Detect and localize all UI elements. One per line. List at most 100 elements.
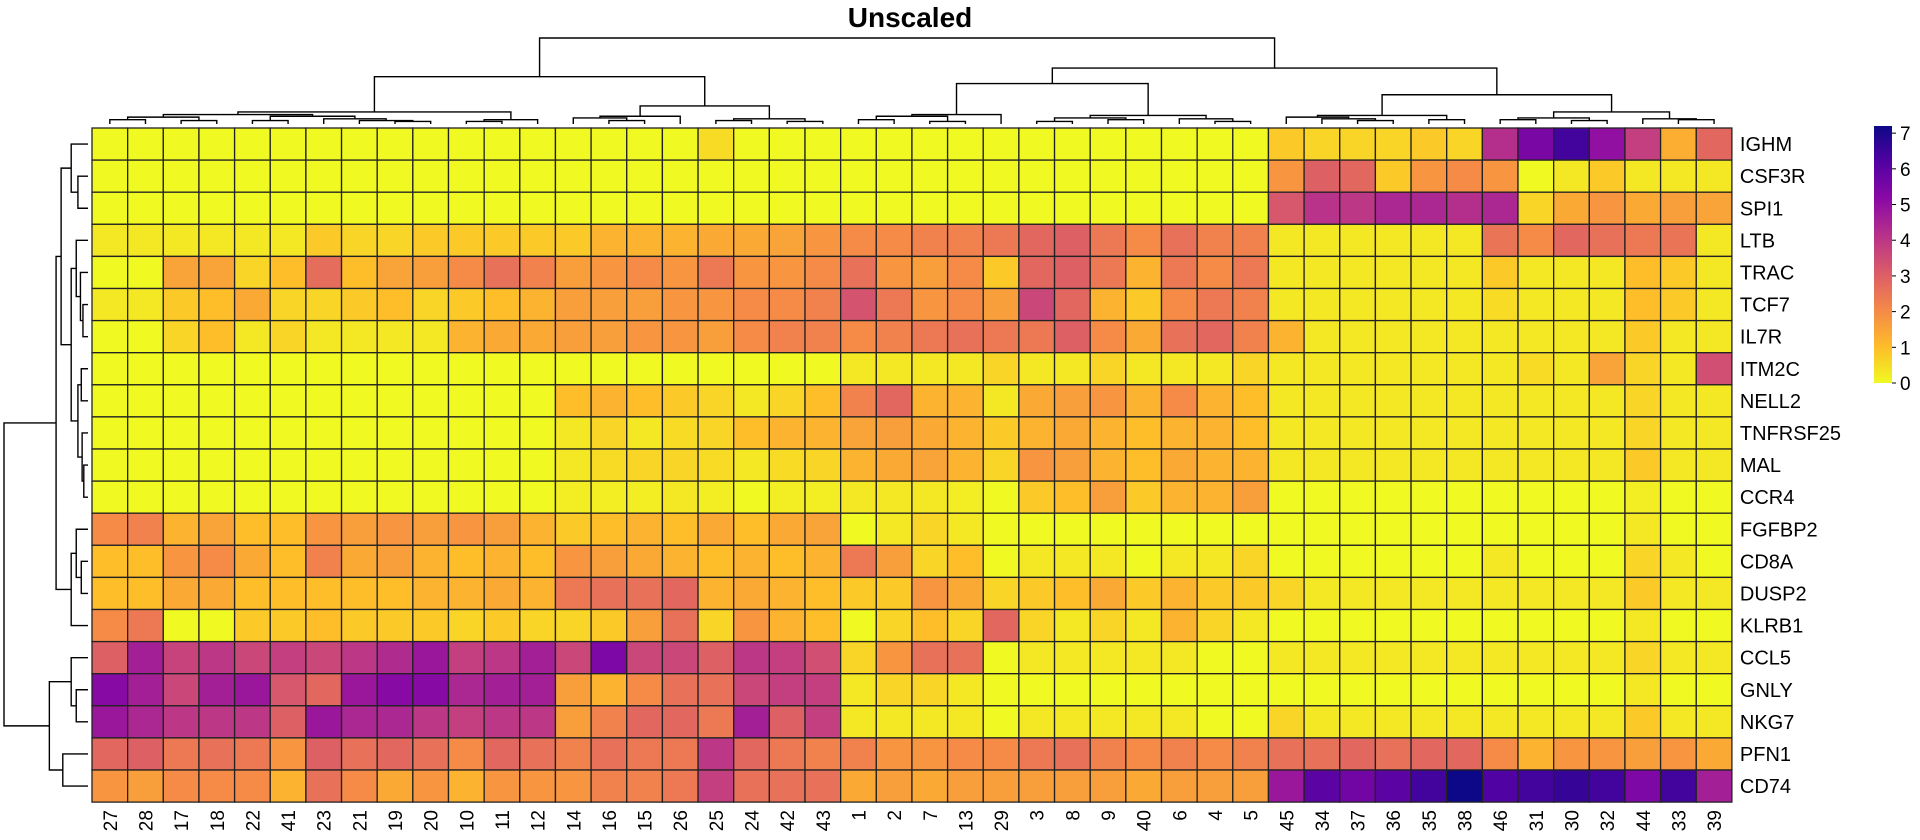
heatmap-cell	[1410, 737, 1448, 771]
heatmap-cell	[1588, 640, 1626, 675]
heatmap-cell	[1160, 255, 1198, 290]
heatmap-cell	[1624, 576, 1662, 611]
heatmap-cell	[127, 737, 164, 771]
heatmap-cell	[1089, 480, 1127, 514]
dendrogram-branch	[1321, 118, 1377, 124]
heatmap-cell	[768, 576, 806, 611]
dendrogram-branch	[1107, 119, 1145, 124]
heatmap-cell	[733, 352, 771, 386]
heatmap-cell	[305, 255, 343, 290]
heatmap-cell	[447, 191, 485, 225]
heatmap-cell	[1018, 480, 1056, 514]
heatmap-cell	[198, 319, 236, 354]
heatmap-cell	[554, 223, 592, 258]
heatmap-cell	[1339, 416, 1377, 450]
heatmap-cell	[1125, 191, 1163, 225]
heatmap-cell	[1339, 576, 1377, 611]
column-label: 16	[600, 810, 621, 831]
heatmap-cell	[733, 769, 771, 803]
heatmap-cell	[1517, 608, 1555, 643]
heatmap-cell	[519, 737, 557, 771]
heatmap-cell	[340, 544, 378, 579]
heatmap-cell	[91, 544, 129, 579]
heatmap-cell	[376, 705, 414, 739]
heatmap-cell	[198, 287, 236, 322]
heatmap-cell	[1659, 384, 1697, 418]
heatmap-cell	[1659, 673, 1697, 707]
heatmap-cell	[875, 384, 913, 418]
heatmap-cell	[840, 255, 877, 290]
heatmap-cell	[1588, 576, 1626, 611]
heatmap-cell	[305, 544, 343, 579]
heatmap-cell	[946, 769, 984, 803]
heatmap-cell	[233, 512, 271, 546]
heatmap-cell	[1410, 769, 1448, 803]
heatmap-cell	[554, 480, 592, 514]
heatmap-cell	[269, 705, 307, 739]
heatmap-cell	[840, 319, 877, 354]
heatmap-cell	[1339, 319, 1377, 354]
heatmap-cell	[1232, 512, 1270, 546]
heatmap-cell	[1446, 384, 1483, 418]
heatmap-cell	[412, 512, 450, 546]
column-label: 38	[1456, 810, 1477, 831]
row-label: ITM2C	[1740, 359, 1800, 381]
heatmap-cell	[269, 576, 307, 611]
heatmap-cell	[1089, 544, 1127, 579]
heatmap-cell	[1089, 416, 1127, 450]
legend-tick-label: 7	[1900, 124, 1911, 145]
heatmap-cell	[127, 287, 164, 322]
heatmap-cell	[1517, 223, 1555, 258]
heatmap-cell	[1232, 608, 1270, 643]
heatmap-cell	[946, 576, 984, 611]
heatmap-cell	[519, 287, 557, 322]
heatmap-cell	[1232, 576, 1270, 611]
heatmap-cell	[1695, 769, 1733, 803]
dendrogram-branch	[1499, 119, 1537, 124]
heatmap-cell	[1339, 255, 1377, 290]
heatmap-cell	[269, 512, 307, 546]
heatmap-cell	[840, 352, 877, 386]
heatmap-cell	[233, 384, 271, 418]
heatmap-cell	[1659, 640, 1697, 675]
heatmap-cell	[554, 544, 592, 579]
heatmap-cell	[198, 737, 236, 771]
heatmap-cell	[1624, 737, 1662, 771]
heatmap-cell	[1018, 576, 1056, 611]
heatmap-cell	[768, 608, 806, 643]
heatmap-cell	[1659, 448, 1697, 482]
heatmap-cell	[269, 608, 307, 643]
heatmap-cell	[1267, 705, 1305, 739]
heatmap-cell	[554, 705, 592, 739]
heatmap-cell	[1267, 384, 1305, 418]
heatmap-cell	[376, 255, 414, 290]
dendrogram-branch	[55, 255, 72, 591]
heatmap-cell	[1232, 737, 1270, 771]
heatmap-cell	[768, 223, 806, 258]
heatmap-cell	[1267, 191, 1305, 225]
heatmap-cell	[1517, 127, 1555, 161]
heatmap-cell	[340, 416, 378, 450]
heatmap-cell	[1695, 223, 1733, 258]
heatmap-cell	[768, 769, 806, 803]
legend-tick-label: 3	[1900, 267, 1911, 288]
heatmap-cell	[1125, 384, 1163, 418]
column-label: 7	[921, 810, 942, 821]
heatmap-cell	[982, 352, 1020, 386]
heatmap-cell	[733, 384, 771, 418]
heatmap-cell	[911, 255, 949, 290]
heatmap-cell	[768, 737, 806, 771]
heatmap-cell	[982, 159, 1020, 193]
heatmap-cell	[804, 416, 842, 450]
heatmap-cell	[1267, 769, 1305, 803]
heatmap-cell	[519, 416, 557, 450]
heatmap-cell	[1481, 608, 1519, 643]
heatmap-cell	[1588, 159, 1626, 193]
heatmap-cell	[875, 705, 913, 739]
heatmap-cell	[1339, 544, 1377, 579]
heatmap-cell	[1695, 576, 1733, 611]
heatmap-cell	[875, 448, 913, 482]
heatmap-cell	[91, 673, 129, 707]
heatmap-cell	[233, 769, 271, 803]
heatmap-cell	[1018, 223, 1056, 258]
